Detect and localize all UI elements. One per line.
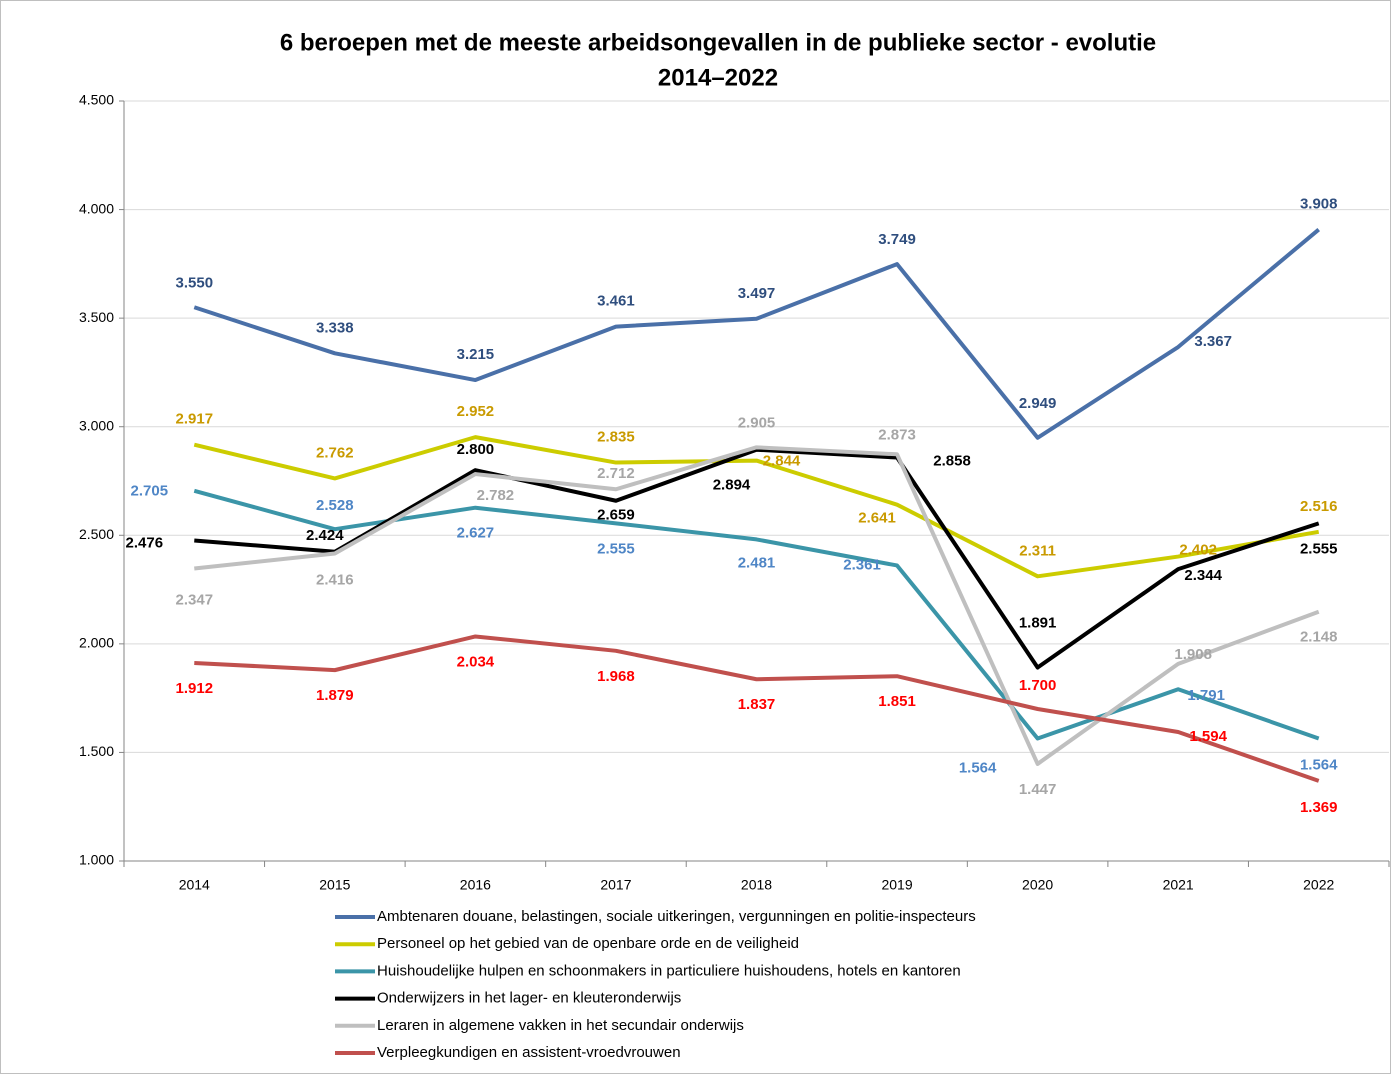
data-label: 1.968 — [597, 668, 635, 685]
data-label: 2.311 — [1019, 542, 1056, 559]
x-tick-label: 2016 — [460, 877, 491, 893]
data-label: 3.338 — [316, 319, 354, 336]
data-label: 2.659 — [597, 507, 635, 524]
data-label: 3.461 — [597, 293, 635, 310]
y-tick-label: 2.000 — [79, 635, 114, 651]
data-label: 3.908 — [1300, 196, 1338, 213]
data-label: 3.215 — [457, 346, 495, 363]
data-label: 1.564 — [959, 760, 997, 777]
y-tick-label: 4.500 — [79, 92, 114, 108]
data-label: 2.361 — [843, 556, 881, 573]
series-line — [194, 445, 1320, 766]
chart-title: 6 beroepen met de meeste arbeidsongevall… — [280, 29, 1156, 56]
x-tick-label: 2021 — [1163, 877, 1194, 893]
legend-label: Leraren in algemene vakken in het secund… — [377, 1017, 744, 1034]
data-label: 2.917 — [176, 411, 214, 428]
data-label: 1.879 — [316, 687, 354, 704]
data-label: 2.528 — [316, 497, 354, 514]
data-label: 2.402 — [1179, 542, 1217, 559]
data-label: 2.844 — [763, 453, 801, 470]
data-label: 2.627 — [457, 525, 495, 542]
legend-label: Verpleegkundigen en assistent-vroedvrouw… — [377, 1044, 681, 1061]
series-line — [194, 447, 1320, 670]
y-tick-label: 3.000 — [79, 417, 114, 433]
data-label: 2.516 — [1300, 498, 1338, 515]
data-label: 2.555 — [597, 540, 635, 557]
series-line — [193, 488, 1320, 741]
y-tick-label: 1.500 — [79, 743, 114, 759]
series-line — [193, 228, 1321, 440]
data-label: 1.700 — [1019, 677, 1057, 694]
data-label: 2.481 — [738, 554, 776, 571]
data-label: 1.594 — [1189, 728, 1227, 745]
data-label: 2.782 — [477, 487, 515, 504]
data-label: 1.447 — [1019, 781, 1057, 798]
data-label: 2.424 — [306, 527, 344, 544]
data-label: 2.705 — [131, 483, 169, 500]
data-label: 2.347 — [176, 591, 214, 608]
x-tick-label: 2019 — [881, 877, 912, 893]
data-label: 2.641 — [858, 510, 896, 527]
data-label: 1.564 — [1300, 757, 1338, 774]
x-tick-label: 2020 — [1022, 877, 1053, 893]
data-label: 1.908 — [1174, 646, 1212, 663]
data-label: 2.905 — [738, 414, 776, 431]
y-tick-label: 1.000 — [79, 852, 114, 868]
x-tick-label: 2015 — [319, 877, 350, 893]
y-tick-label: 4.000 — [79, 200, 114, 216]
data-label: 2.148 — [1300, 629, 1338, 646]
legend-label: Onderwijzers in het lager- en kleuterond… — [377, 990, 681, 1007]
x-tick-label: 2014 — [179, 877, 210, 893]
data-label: 2.858 — [933, 453, 971, 470]
data-label: 3.749 — [878, 231, 916, 248]
data-label: 2.476 — [126, 534, 164, 551]
data-label: 2.873 — [878, 426, 916, 443]
data-label: 1.912 — [176, 680, 214, 697]
data-label: 2.949 — [1019, 395, 1057, 412]
data-label: 2.894 — [713, 477, 751, 494]
data-label: 1.891 — [1019, 614, 1057, 631]
y-tick-label: 2.500 — [79, 526, 114, 542]
legend-label: Ambtenaren douane, belastingen, sociale … — [377, 908, 976, 925]
x-tick-label: 2017 — [600, 877, 631, 893]
data-label: 1.791 — [1187, 687, 1225, 704]
x-tick-label: 2018 — [741, 877, 772, 893]
data-label: 1.837 — [738, 696, 776, 713]
y-tick-label: 3.500 — [79, 309, 114, 325]
data-label: 2.835 — [597, 429, 635, 446]
data-label: 1.851 — [878, 693, 916, 710]
data-label: 2.800 — [457, 441, 495, 458]
data-label: 2.555 — [1300, 540, 1338, 557]
data-label: 2.344 — [1184, 567, 1222, 584]
series-line — [193, 435, 1320, 579]
data-label: 3.550 — [176, 274, 214, 291]
data-label: 3.367 — [1194, 333, 1232, 350]
data-label: 2.034 — [457, 653, 495, 670]
series-line — [194, 634, 1320, 783]
legend-label: Huishoudelijke hulpen en schoonmakers in… — [377, 962, 961, 979]
chart-title: 2014–2022 — [658, 64, 778, 91]
x-tick-label: 2022 — [1303, 877, 1334, 893]
data-label: 1.369 — [1300, 799, 1338, 816]
legend-label: Personeel op het gebied van de openbare … — [377, 935, 799, 952]
data-label: 3.497 — [738, 285, 776, 302]
data-label: 2.712 — [597, 465, 635, 482]
data-label: 2.762 — [316, 444, 354, 461]
data-label: 2.952 — [457, 403, 495, 420]
data-label: 2.416 — [316, 571, 354, 588]
